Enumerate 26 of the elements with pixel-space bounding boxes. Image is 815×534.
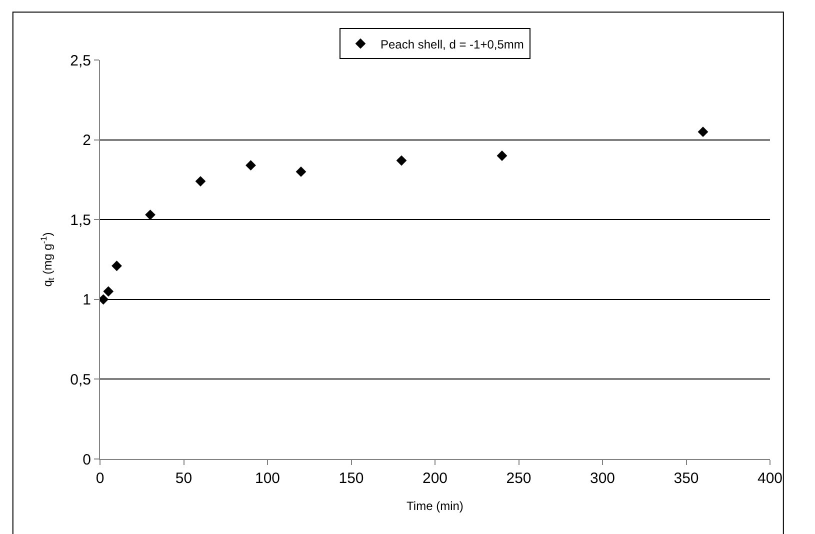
y-tick-label: 2,5 bbox=[70, 52, 91, 70]
x-tick-label: 200 bbox=[422, 470, 448, 487]
point bbox=[246, 160, 256, 171]
point bbox=[112, 260, 122, 272]
x-tick-label: 0 bbox=[96, 470, 104, 487]
x-tick-label: 300 bbox=[590, 470, 616, 487]
x-axis-title: Time (min) bbox=[406, 498, 464, 513]
y-tick-label: 0 bbox=[82, 451, 91, 468]
point bbox=[496, 150, 508, 161]
x-tick-label: 100 bbox=[254, 470, 280, 487]
y-tick-label: 2 bbox=[82, 132, 91, 150]
y-tick-label: 0,5 bbox=[70, 371, 91, 388]
x-tick-label: 400 bbox=[757, 470, 783, 487]
point bbox=[103, 286, 114, 297]
x-tick-label: 150 bbox=[338, 470, 364, 487]
x-tick-label: 350 bbox=[674, 470, 699, 487]
x-tick-label: 50 bbox=[175, 470, 192, 487]
point bbox=[698, 126, 708, 138]
y-tick-label: 1,5 bbox=[70, 212, 91, 229]
point bbox=[396, 155, 407, 166]
x-tick-label: 250 bbox=[506, 470, 532, 487]
point bbox=[195, 176, 206, 186]
y-tick-label: 1 bbox=[82, 292, 91, 309]
point bbox=[296, 166, 306, 177]
point bbox=[145, 210, 156, 220]
legend-label: Peach shell, d = -1+0,5mm bbox=[380, 37, 524, 52]
